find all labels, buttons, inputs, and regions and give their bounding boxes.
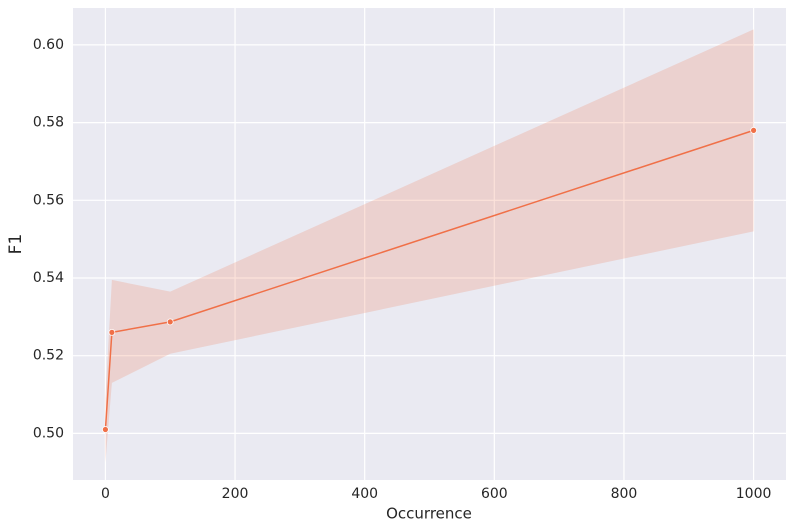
y-tick-label: 0.54 [33,270,64,286]
y-axis-label: F1 [6,234,26,255]
point [102,426,109,433]
x-tick-label: 600 [481,486,508,502]
x-tick-label: 800 [611,486,638,502]
x-axis-label: Occurrence [386,505,472,523]
y-tick-label: 0.52 [33,348,64,364]
point [166,318,174,326]
point [108,328,116,336]
x-tick-label: 200 [222,486,249,502]
x-tick-label: 0 [101,486,110,502]
point [750,126,757,134]
y-tick-label: 0.50 [33,425,64,441]
plot-area [73,8,786,480]
confidence-band [105,29,754,463]
line [104,129,754,430]
y-tick-label: 0.60 [33,37,64,53]
y-tick-label: 0.58 [33,115,64,131]
x-tick-label: 400 [351,486,378,502]
x-tick-label: 1000 [736,486,772,502]
y-tick-label: 0.56 [33,192,64,208]
